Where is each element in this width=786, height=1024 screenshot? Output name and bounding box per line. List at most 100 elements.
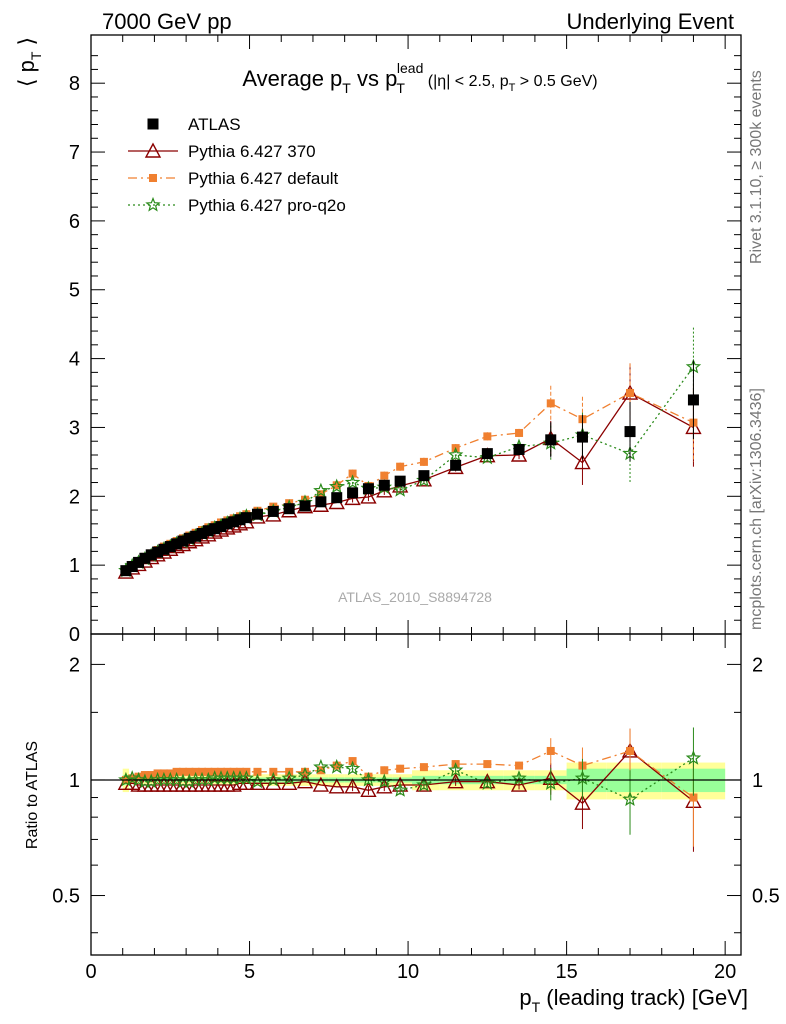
data-point	[483, 432, 492, 441]
ratio-data-point	[483, 760, 492, 769]
data-point	[332, 481, 341, 490]
legend-marker	[144, 142, 162, 158]
data-point	[328, 478, 345, 494]
ratio-data-point	[204, 767, 213, 776]
ratio-data-point	[344, 778, 361, 794]
ratio-data-point	[118, 771, 134, 787]
ratio-y-tick-label: 2	[69, 654, 80, 676]
data-point	[546, 399, 555, 408]
ratio-data-point	[313, 758, 329, 774]
ratio-data-point	[511, 770, 527, 785]
data-point	[481, 448, 493, 460]
legend-entry: Pythia 6.427 pro-q2o	[128, 196, 346, 215]
y-tick-label: 1	[69, 555, 80, 577]
y-tick-label: 5	[69, 280, 80, 302]
data-point	[228, 516, 240, 528]
legend-marker	[147, 118, 159, 130]
y-tick-label: 3	[69, 417, 80, 439]
data-point	[315, 496, 327, 508]
ratio-data-point	[419, 763, 428, 772]
header-right: Underlying Event	[566, 9, 734, 34]
ratio-y-tick-label: 1	[69, 770, 80, 792]
data-point	[171, 538, 183, 550]
ratio-data-point	[396, 764, 405, 773]
legend-entry: Pythia 6.427 370	[128, 142, 316, 161]
ratio-data-point	[200, 771, 217, 787]
plot-title-main: Average p	[242, 66, 342, 91]
ratio-y-tick-label-right: 2	[752, 654, 763, 676]
y-tick-label: 6	[69, 211, 80, 233]
data-point	[392, 481, 408, 497]
data-point	[126, 561, 138, 573]
ratio-data-point	[689, 793, 698, 802]
data-point	[285, 499, 294, 508]
ratio-y-tick-label-right: 1	[752, 770, 763, 792]
main-ylabel-text: ⟨ p	[14, 60, 39, 87]
data-point	[190, 530, 202, 542]
ratio-data-point	[281, 770, 297, 785]
data-point	[347, 487, 359, 499]
ratio-data-point	[447, 762, 464, 777]
data-point	[418, 470, 430, 482]
data-point	[196, 527, 208, 539]
data-point	[299, 500, 311, 512]
legend-entry: Pythia 6.427 default	[128, 169, 339, 188]
legend-label: Pythia 6.427 370	[188, 142, 316, 161]
data-point	[313, 482, 329, 498]
data-point	[202, 525, 214, 537]
ratio-data-point	[574, 770, 591, 785]
ratio-data-point	[130, 771, 147, 787]
data-point	[145, 549, 157, 561]
ratio-data-point	[296, 773, 314, 789]
series-line	[125, 392, 694, 573]
ratio-data-point	[312, 776, 330, 792]
data-point	[251, 508, 263, 520]
ratio-data-point	[416, 776, 432, 792]
data-point	[209, 523, 221, 535]
x-tick-label: 15	[555, 961, 577, 983]
ratio-data-point	[185, 767, 194, 776]
data-point	[378, 479, 390, 491]
data-point	[152, 546, 164, 558]
x-axis-label-p: p	[519, 985, 531, 1010]
ratio-data-point	[685, 749, 702, 765]
data-point	[515, 428, 524, 437]
ratio-y-tick-label-right: 0.5	[752, 886, 780, 908]
ratio-data-point	[622, 791, 638, 807]
data-point	[177, 535, 189, 547]
data-point	[360, 488, 377, 504]
side-label-mcplots: mcplots.cern.ch [arXiv:1306.3436]	[748, 388, 765, 630]
data-point	[221, 518, 233, 530]
data-point	[344, 474, 361, 490]
ratio-data-point	[328, 778, 345, 794]
ratio-data-point	[265, 771, 282, 787]
ratio-data-point	[269, 767, 278, 776]
y-tick-label: 7	[69, 142, 80, 164]
series-pythia-6-427-370	[117, 363, 702, 579]
data-point	[133, 556, 145, 568]
ratio-data-point	[191, 767, 200, 776]
data-point	[139, 552, 151, 564]
data-point	[331, 492, 343, 504]
ratio-data-point	[297, 766, 313, 782]
analysis-watermark: ATLAS_2010_S8894728	[338, 589, 492, 605]
ratio-data-point	[626, 746, 635, 755]
data-point	[348, 469, 357, 478]
ratio-data-point	[392, 782, 408, 797]
data-point	[447, 446, 464, 462]
legend-label: Pythia 6.427 pro-q2o	[188, 196, 346, 215]
ratio-data-point	[249, 774, 266, 791]
data-point	[267, 505, 279, 517]
data-point	[394, 475, 406, 487]
data-point	[626, 389, 635, 398]
ratio-data-point	[178, 767, 187, 776]
data-point	[380, 471, 389, 480]
x-axis-label: pT (leading track) [GeV]	[519, 985, 748, 1015]
legend: ATLAS Pythia 6.427 370 Pythia 6.427 defaul…	[128, 115, 346, 215]
data-point	[301, 495, 310, 504]
ratio-data-point	[380, 766, 389, 775]
ratio-data-point	[546, 746, 555, 755]
ratio-data-point	[574, 794, 591, 810]
y-tick-label: 0	[69, 624, 80, 646]
